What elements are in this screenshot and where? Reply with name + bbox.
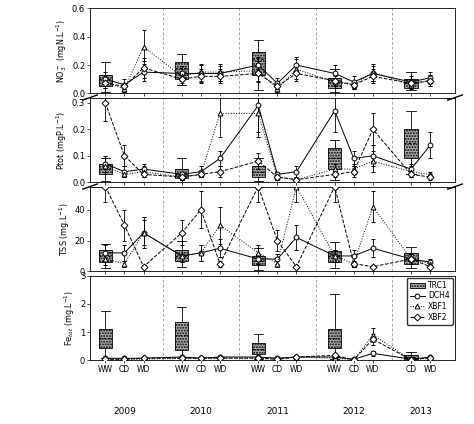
Bar bbox=[99, 329, 112, 348]
Text: 2011: 2011 bbox=[266, 407, 289, 416]
Bar bbox=[404, 253, 418, 264]
Bar bbox=[252, 52, 265, 75]
Bar bbox=[175, 169, 189, 179]
Bar bbox=[99, 164, 112, 174]
Bar bbox=[252, 166, 265, 177]
Bar bbox=[175, 322, 189, 350]
Bar bbox=[252, 343, 265, 354]
Bar bbox=[404, 129, 418, 159]
Bar bbox=[328, 329, 341, 348]
Bar bbox=[328, 78, 341, 88]
Bar bbox=[328, 329, 341, 348]
Text: 2009: 2009 bbox=[113, 407, 136, 416]
Bar bbox=[99, 75, 112, 86]
Bar bbox=[175, 62, 189, 79]
Bar bbox=[99, 75, 112, 86]
Bar bbox=[404, 355, 418, 359]
Bar bbox=[252, 256, 265, 265]
Bar bbox=[252, 256, 265, 265]
Bar bbox=[328, 148, 341, 169]
Bar bbox=[404, 355, 418, 359]
Bar bbox=[404, 129, 418, 159]
Bar bbox=[99, 164, 112, 174]
Bar bbox=[175, 322, 189, 350]
Bar bbox=[175, 250, 189, 261]
Bar bbox=[404, 79, 418, 88]
Bar bbox=[328, 78, 341, 88]
Y-axis label: TSS (mg.L$^{-1}$): TSS (mg.L$^{-1}$) bbox=[57, 202, 72, 256]
Text: 2012: 2012 bbox=[342, 407, 365, 416]
Bar bbox=[328, 251, 341, 262]
Bar bbox=[175, 250, 189, 261]
Bar bbox=[99, 329, 112, 348]
Bar bbox=[328, 251, 341, 262]
Bar bbox=[99, 250, 112, 262]
Bar bbox=[99, 250, 112, 262]
Bar bbox=[252, 52, 265, 75]
Bar bbox=[404, 79, 418, 88]
Y-axis label: NO$_3^-$ (mgN.L$^{-1}$): NO$_3^-$ (mgN.L$^{-1}$) bbox=[54, 19, 69, 83]
Bar bbox=[175, 169, 189, 179]
Text: 2013: 2013 bbox=[409, 407, 432, 416]
Bar bbox=[328, 148, 341, 169]
Y-axis label: Fe$_{tot}$ (mg.L$^{-1}$): Fe$_{tot}$ (mg.L$^{-1}$) bbox=[63, 290, 77, 346]
Y-axis label: Ptot (mgP.L$^{-1}$): Ptot (mgP.L$^{-1}$) bbox=[55, 110, 69, 170]
Bar bbox=[252, 343, 265, 354]
Legend: TRC1, DCH4, XBF1, XBF2: TRC1, DCH4, XBF1, XBF2 bbox=[407, 278, 453, 325]
Bar bbox=[175, 62, 189, 79]
Bar bbox=[404, 253, 418, 264]
Text: 2010: 2010 bbox=[190, 407, 212, 416]
Bar bbox=[252, 166, 265, 177]
